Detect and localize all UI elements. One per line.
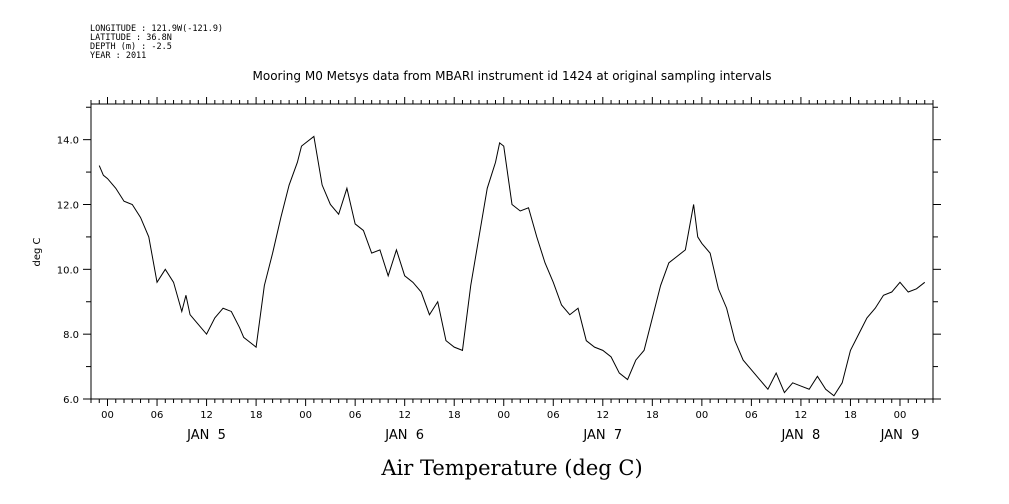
x-tick-label: 18 (844, 410, 857, 421)
x-tick-label: 18 (250, 410, 263, 421)
meta-block: LONGITUDE : 121.9W(-121.9) LATITUDE : 36… (90, 24, 223, 61)
day-label: JAN 9 (880, 428, 920, 443)
y-axis-label: deg C (32, 237, 43, 266)
x-tick-label: 18 (448, 410, 461, 421)
x-tick-label: 06 (151, 410, 164, 421)
x-tick-label: 00 (695, 410, 708, 421)
y-tick-label: 8.0 (63, 330, 79, 341)
x-tick-labels: 00 06 12 18 00 06 12 18 00 06 12 18 00 06 12 18 00 (101, 410, 906, 421)
y-tick-labels: 6.0 8.0 10.0 12.0 14.0 (57, 136, 79, 406)
x-tick-label: 18 (646, 410, 659, 421)
x-tick-label: 12 (200, 410, 213, 421)
x-tick-label: 06 (349, 410, 362, 421)
y-tick-label: 10.0 (57, 265, 79, 276)
day-label: JAN 5 (186, 428, 226, 443)
x-tick-label: 06 (547, 410, 560, 421)
x-tick-label: 00 (299, 410, 312, 421)
meta-latitude: LATITUDE : 36.8N (90, 33, 172, 43)
meta-longitude: LONGITUDE : 121.9W(-121.9) (90, 24, 223, 34)
series-line-air-temperature (98, 135, 926, 397)
day-label: JAN 8 (781, 428, 821, 443)
x-tick-label: 00 (894, 410, 907, 421)
chart-title: Mooring M0 Metsys data from MBARI instru… (253, 69, 772, 83)
plot-frame (90, 103, 934, 400)
tick-marks (83, 97, 941, 406)
meta-depth: DEPTH (m) : -2.5 (90, 42, 172, 52)
meta-year: YEAR : 2011 (90, 51, 146, 61)
x-tick-label: 06 (745, 410, 758, 421)
y-tick-label: 14.0 (57, 136, 79, 147)
x-tick-label: 12 (795, 410, 808, 421)
y-tick-label: 12.0 (57, 200, 79, 211)
x-tick-label: 00 (497, 410, 510, 421)
day-labels: JAN 5 JAN 6 JAN 7 JAN 8 JAN 9 (186, 428, 919, 443)
day-label: JAN 6 (384, 428, 424, 443)
x-tick-label: 12 (398, 410, 411, 421)
x-tick-label: 12 (596, 410, 609, 421)
x-tick-label: 00 (101, 410, 114, 421)
day-label: JAN 7 (582, 428, 622, 443)
y-tick-label: 6.0 (63, 395, 79, 406)
x-axis-label: Air Temperature (deg C) (380, 456, 642, 480)
